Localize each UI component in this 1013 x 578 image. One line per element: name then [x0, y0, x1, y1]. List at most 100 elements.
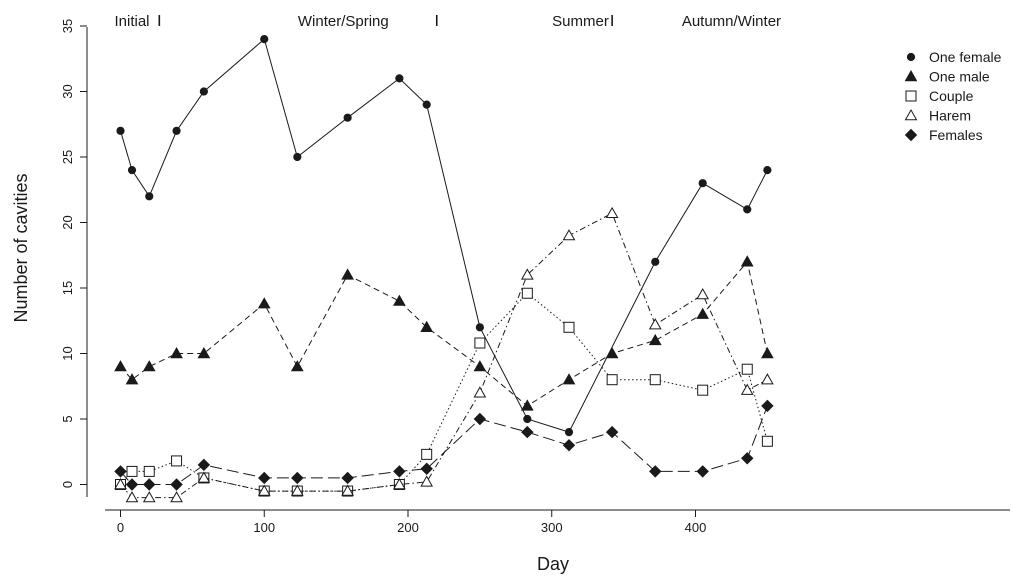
data-point — [197, 346, 211, 359]
data-point — [421, 448, 433, 460]
data-point — [197, 458, 211, 472]
x-tick-label: 100 — [253, 520, 275, 535]
data-point — [761, 346, 774, 359]
data-point — [606, 374, 618, 386]
x-ticks: 0 100 200 300 400 — [117, 510, 706, 535]
data-point — [395, 74, 404, 83]
data-point — [521, 287, 533, 299]
legend-label: Couple — [929, 88, 974, 104]
data-point — [170, 478, 183, 491]
data-point — [290, 484, 304, 496]
x-tick-label: 300 — [541, 520, 563, 535]
data-point — [649, 374, 661, 386]
data-point — [420, 462, 433, 475]
data-point — [343, 113, 352, 122]
series-harem — [114, 206, 774, 503]
data-point — [341, 484, 354, 496]
data-point — [521, 425, 534, 439]
axes — [86, 27, 1010, 511]
season-label: Initial — [114, 13, 149, 30]
series-females — [114, 399, 774, 491]
data-point — [258, 471, 271, 485]
data-point — [740, 383, 754, 395]
data-point — [905, 90, 917, 102]
data-point — [127, 166, 137, 175]
series-couple — [115, 287, 773, 497]
data-point — [260, 35, 269, 44]
data-point — [904, 108, 918, 121]
data-point — [761, 399, 774, 413]
data-point — [142, 360, 156, 372]
data-point — [475, 323, 484, 332]
data-point — [199, 87, 208, 96]
data-point — [648, 333, 662, 346]
data-point — [473, 360, 487, 372]
data-point — [562, 438, 576, 452]
data-point — [761, 373, 774, 385]
data-point — [257, 297, 271, 309]
data-point — [741, 452, 754, 465]
series-line — [120, 38, 768, 433]
data-point — [170, 346, 183, 359]
data-point — [393, 294, 406, 306]
y-tick-label: 10 — [60, 346, 75, 360]
data-point — [422, 100, 431, 109]
data-point — [143, 478, 156, 491]
data-point — [564, 428, 574, 437]
series-one-female — [116, 35, 772, 437]
data-point — [696, 307, 710, 319]
data-point — [697, 384, 709, 396]
data-point — [698, 179, 707, 188]
data-point — [172, 126, 181, 135]
x-tick-label: 0 — [117, 520, 124, 535]
data-point — [520, 399, 534, 411]
y-tick-label: 25 — [60, 150, 75, 164]
data-point — [473, 412, 487, 426]
season-header: Initial Winter/Spring Summer Autumn/Winter — [114, 13, 781, 30]
data-point — [290, 360, 304, 372]
y-tick-label: 15 — [60, 281, 75, 295]
data-point — [474, 337, 486, 349]
data-point — [170, 491, 183, 503]
data-point — [393, 477, 406, 490]
data-point — [651, 257, 660, 266]
data-point — [763, 166, 772, 175]
data-point — [293, 152, 302, 162]
data-point — [125, 491, 139, 503]
data-point — [142, 491, 156, 503]
data-point — [562, 373, 576, 385]
legend-label: Females — [929, 127, 983, 143]
series-line — [120, 260, 768, 407]
season-label: Autumn/Winter — [682, 13, 781, 30]
data-point — [197, 471, 211, 483]
legend-label: One male — [929, 69, 990, 85]
data-point — [743, 205, 752, 214]
data-point — [116, 126, 125, 135]
season-label: Summer — [552, 13, 609, 30]
legend-label: Harem — [929, 108, 971, 124]
y-axis-title: Number of cavities — [11, 173, 31, 322]
legend-label: One female — [929, 49, 1002, 65]
series-line — [120, 292, 768, 492]
data-point — [420, 320, 434, 332]
data-point — [125, 478, 139, 491]
data-point — [523, 414, 532, 424]
data-point — [341, 471, 354, 485]
series-group — [114, 35, 774, 503]
x-axis-title: Day — [537, 554, 569, 574]
data-point — [696, 288, 710, 300]
data-point — [341, 268, 354, 280]
season-label: Winter/Spring — [298, 13, 389, 30]
x-tick-label: 200 — [397, 520, 419, 535]
data-point — [741, 363, 753, 375]
y-tick-label: 30 — [60, 84, 75, 98]
legend: One female One male Couple Harem Females — [904, 49, 1002, 143]
data-point — [562, 229, 576, 241]
data-point — [761, 435, 773, 447]
data-point — [473, 386, 487, 398]
data-point — [740, 255, 754, 267]
data-point — [145, 192, 154, 201]
data-point — [605, 206, 619, 219]
data-point — [125, 373, 139, 385]
data-point — [257, 484, 271, 496]
